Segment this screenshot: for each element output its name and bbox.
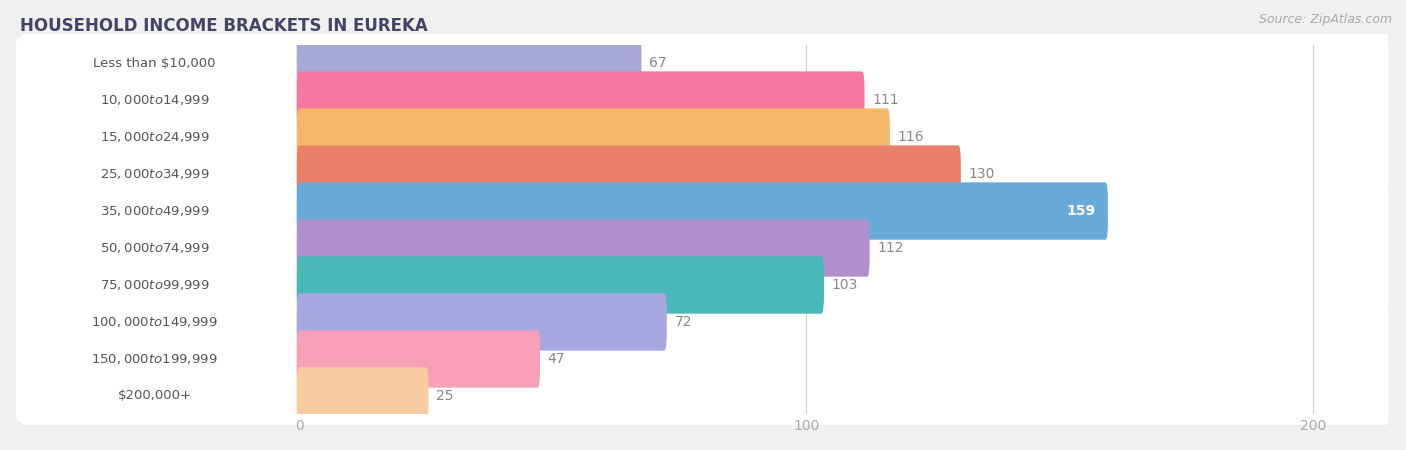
FancyBboxPatch shape: [15, 148, 294, 199]
FancyBboxPatch shape: [297, 72, 865, 129]
Text: Less than $10,000: Less than $10,000: [93, 57, 217, 70]
FancyBboxPatch shape: [15, 297, 294, 347]
FancyBboxPatch shape: [15, 186, 294, 236]
Text: $25,000 to $34,999: $25,000 to $34,999: [100, 167, 209, 181]
FancyBboxPatch shape: [297, 108, 890, 166]
FancyBboxPatch shape: [21, 71, 1388, 129]
Text: 159: 159: [1066, 204, 1095, 218]
Text: $100,000 to $149,999: $100,000 to $149,999: [91, 315, 218, 329]
FancyBboxPatch shape: [21, 182, 1388, 240]
FancyBboxPatch shape: [297, 367, 429, 425]
FancyBboxPatch shape: [297, 256, 824, 314]
FancyBboxPatch shape: [21, 219, 1388, 277]
Text: HOUSEHOLD INCOME BRACKETS IN EUREKA: HOUSEHOLD INCOME BRACKETS IN EUREKA: [20, 17, 427, 35]
FancyBboxPatch shape: [15, 75, 294, 126]
Text: 103: 103: [831, 278, 858, 292]
Text: $10,000 to $14,999: $10,000 to $14,999: [100, 93, 209, 107]
FancyBboxPatch shape: [15, 38, 294, 88]
FancyBboxPatch shape: [21, 256, 1388, 314]
FancyBboxPatch shape: [15, 223, 294, 273]
Text: $200,000+: $200,000+: [118, 390, 191, 402]
FancyBboxPatch shape: [21, 108, 1388, 166]
Text: Source: ZipAtlas.com: Source: ZipAtlas.com: [1258, 14, 1392, 27]
FancyBboxPatch shape: [297, 145, 960, 202]
FancyBboxPatch shape: [297, 330, 540, 387]
FancyBboxPatch shape: [21, 293, 1388, 351]
Text: 67: 67: [650, 56, 666, 70]
Text: $50,000 to $74,999: $50,000 to $74,999: [100, 241, 209, 255]
FancyBboxPatch shape: [15, 112, 294, 162]
FancyBboxPatch shape: [21, 330, 1388, 388]
FancyBboxPatch shape: [21, 34, 1388, 92]
Text: 112: 112: [877, 241, 904, 255]
FancyBboxPatch shape: [15, 260, 294, 310]
Text: 130: 130: [969, 167, 995, 181]
Text: $35,000 to $49,999: $35,000 to $49,999: [100, 204, 209, 218]
FancyBboxPatch shape: [297, 182, 1108, 240]
Text: $150,000 to $199,999: $150,000 to $199,999: [91, 352, 218, 366]
Text: 116: 116: [897, 130, 924, 144]
Text: $15,000 to $24,999: $15,000 to $24,999: [100, 130, 209, 144]
FancyBboxPatch shape: [21, 367, 1388, 425]
Text: 47: 47: [547, 352, 565, 366]
FancyBboxPatch shape: [297, 293, 666, 351]
Text: $75,000 to $99,999: $75,000 to $99,999: [100, 278, 209, 292]
Text: 72: 72: [675, 315, 692, 329]
FancyBboxPatch shape: [21, 145, 1388, 203]
FancyBboxPatch shape: [297, 219, 869, 277]
FancyBboxPatch shape: [297, 34, 641, 92]
Text: 25: 25: [436, 389, 454, 403]
FancyBboxPatch shape: [15, 333, 294, 384]
FancyBboxPatch shape: [15, 371, 294, 421]
Text: 111: 111: [872, 93, 898, 107]
